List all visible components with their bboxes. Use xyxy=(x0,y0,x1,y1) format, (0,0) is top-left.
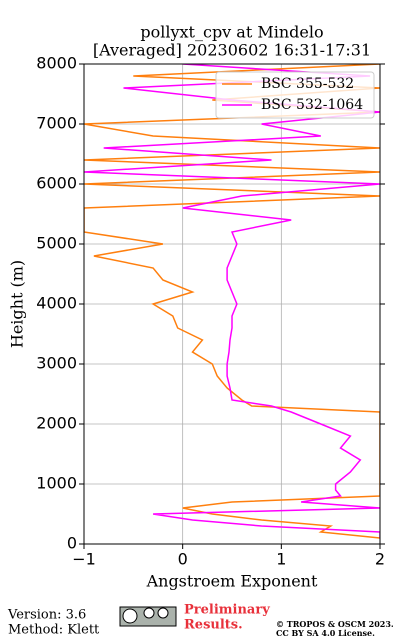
data-line xyxy=(84,64,380,538)
copyright: © TROPOS & OSCM 2023. xyxy=(276,619,394,629)
chart-title: [Averaged] 20230602 16:31-17:31 xyxy=(93,41,371,60)
x-tick-label: 1 xyxy=(276,550,286,569)
preliminary: Results. xyxy=(184,618,243,633)
y-tick-label: 0 xyxy=(67,534,77,553)
x-tick-label: −1 xyxy=(72,550,96,569)
legend-label: BSC 355-532 xyxy=(261,76,354,92)
preliminary: Preliminary xyxy=(184,603,270,618)
y-axis-label: Height (m) xyxy=(8,260,27,348)
x-axis-label: Angstroem Exponent xyxy=(146,572,318,591)
y-tick-label: 8000 xyxy=(36,54,77,73)
legend-box xyxy=(215,71,375,119)
y-tick-label: 6000 xyxy=(36,174,77,193)
plot-frame xyxy=(83,63,381,545)
chart-title: pollyxt_cpv at Mindelo xyxy=(140,23,323,42)
y-tick-label: 2000 xyxy=(36,414,77,433)
version: Version: 3.6 xyxy=(7,608,86,623)
y-tick-label: 7000 xyxy=(36,114,77,133)
legend-label: BSC 532-1064 xyxy=(261,97,363,113)
x-tick-label: 0 xyxy=(178,550,188,569)
copyright: CC BY SA 4.0 License. xyxy=(276,628,375,638)
cc-badge xyxy=(119,606,177,627)
y-tick-label: 4000 xyxy=(36,294,77,313)
x-tick-label: 2 xyxy=(375,550,385,569)
y-tick-label: 3000 xyxy=(36,354,77,373)
plot-area xyxy=(84,64,380,539)
y-tick-label: 1000 xyxy=(36,474,77,493)
y-tick-label: 5000 xyxy=(36,234,77,253)
data-line xyxy=(84,64,380,539)
method: Method: Klett xyxy=(8,623,100,638)
